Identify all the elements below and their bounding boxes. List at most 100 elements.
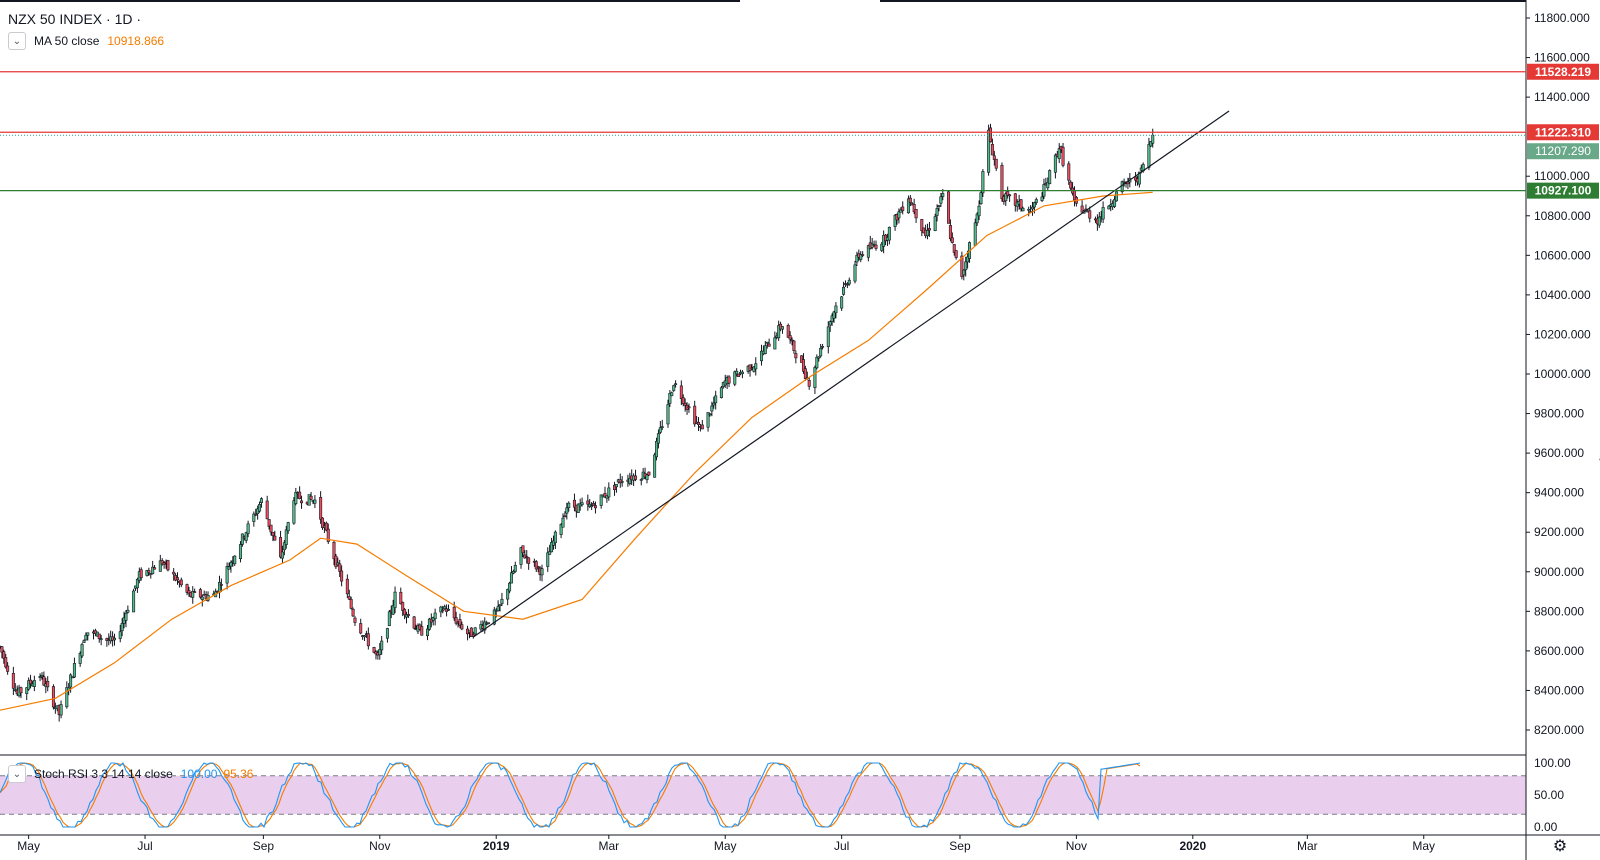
price-tick-label: 10000.000 [1534,367,1591,381]
candle-down [681,394,685,407]
candle-up [252,511,256,527]
stoch-label: Stoch RSI 3 3 14 14 close [34,767,173,781]
candle-up [426,624,430,641]
candle-up [550,537,554,553]
candle-down [11,666,15,696]
candle-up [508,581,512,594]
candle-up [292,497,296,525]
chevron-down-icon[interactable]: ⌄ [8,32,26,50]
date-tick-label: Jul [834,839,849,853]
candle-up [966,250,970,269]
candle-up [439,605,443,618]
candle-up [815,354,819,370]
gear-icon[interactable]: ⚙ [1553,836,1567,855]
candle-up [906,195,910,214]
price-tick-label: 8800.000 [1534,604,1584,618]
candle-down [185,583,189,596]
candle-down [525,549,529,564]
candle-up [708,413,712,417]
horizontal-levels: 11528.219 11222.310 10927.100 11207.290 [0,63,1599,199]
candle-up [706,412,710,432]
candle-down [166,559,170,572]
candle-up [511,569,515,575]
candle-up [979,190,983,206]
candle-up [145,569,149,577]
date-tick-label: 2019 [483,839,510,853]
candle-up [859,251,863,263]
candle-down [46,676,50,692]
date-tick-label: May [1412,839,1435,853]
candle-down [324,521,328,532]
candle-up [1101,201,1105,224]
candle-down [271,532,275,542]
candle-up [855,251,859,267]
candle-down [527,557,531,570]
candle-up [443,604,447,610]
candle-down [861,251,865,258]
candle-up [899,207,903,213]
price-tick-label: 8400.000 [1534,683,1584,697]
candle-down [412,616,416,630]
candle-down [534,560,538,572]
candle-down [563,511,567,518]
candle-down [267,519,271,530]
stoch-legend: ⌄ Stoch RSI 3 3 14 14 close 100.00 95.36 [8,765,253,783]
candle-down [952,244,956,256]
candle-up [307,494,311,506]
candle-down [349,596,353,610]
chart-legend: NZX 50 INDEX · 1D · ⌄ MA 50 close 10918.… [8,8,164,52]
candle-up [1030,201,1034,216]
price-tick-label: 11600.000 [1534,51,1590,65]
svg-text:10927.100: 10927.100 [1535,184,1592,198]
candle-up [620,476,624,487]
candle-up [975,212,979,226]
candle-up [1027,206,1031,217]
candle-down [309,491,313,501]
candle-up [540,564,544,582]
candle-up [135,577,139,593]
candle-up [86,632,90,641]
stoch-band [0,775,1526,815]
candle-down [1067,161,1071,185]
stoch-tick-label: 100.00 [1534,756,1571,770]
candle-down [420,620,424,636]
candle-up [565,502,569,520]
candle-up [509,566,513,584]
chevron-down-icon[interactable]: ⌄ [8,765,26,783]
price-tick-label: 10400.000 [1534,288,1591,302]
price-tick-label: 9800.000 [1534,407,1584,421]
candle-up [65,681,69,709]
candle-down [6,662,10,675]
price-tick-label: 10600.000 [1534,248,1591,262]
candle-up [25,687,29,701]
candle-up [258,501,262,513]
candle-down [406,609,410,619]
candle-down [994,158,998,171]
candle-down [338,559,342,577]
candle-up [754,357,758,376]
candle-up [158,554,162,572]
candle-up [590,501,594,511]
stoch-k-value: 100.00 [180,767,218,781]
candle-down [1061,142,1065,168]
stoch-d-line [0,762,1141,828]
candle-down [334,553,338,569]
candle-down [700,419,704,430]
candle-down [332,540,336,566]
candle-down [679,380,683,406]
candle-down [1000,162,1004,202]
candle-down [990,138,994,156]
candle-up [433,608,437,626]
candle-up [496,600,500,612]
candle-down [454,611,458,626]
candle-up [653,452,657,478]
candle-up [826,321,830,354]
candle-up [668,390,672,407]
candle-up [821,343,825,350]
candle-up [977,200,981,221]
level-label: 11222.310 [1527,124,1599,141]
candle-up [939,192,943,207]
price-tick-label: 9200.000 [1534,525,1584,539]
candle-up [500,592,504,607]
